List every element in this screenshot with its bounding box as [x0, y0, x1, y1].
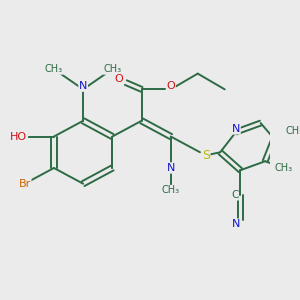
Text: CH₃: CH₃ [162, 185, 180, 195]
Text: CH₃: CH₃ [45, 64, 63, 74]
Text: Br: Br [19, 179, 31, 189]
Text: N: N [79, 81, 87, 91]
Text: HO: HO [10, 131, 27, 142]
Text: N: N [232, 219, 240, 229]
Text: N: N [232, 124, 240, 134]
Text: CH₃: CH₃ [285, 126, 300, 136]
Text: CH₃: CH₃ [275, 163, 293, 173]
Text: O: O [115, 74, 124, 84]
Text: C: C [231, 190, 238, 200]
Text: S: S [202, 149, 210, 162]
Text: N: N [167, 163, 175, 173]
Text: CH₃: CH₃ [103, 64, 122, 74]
Text: O: O [167, 81, 175, 91]
